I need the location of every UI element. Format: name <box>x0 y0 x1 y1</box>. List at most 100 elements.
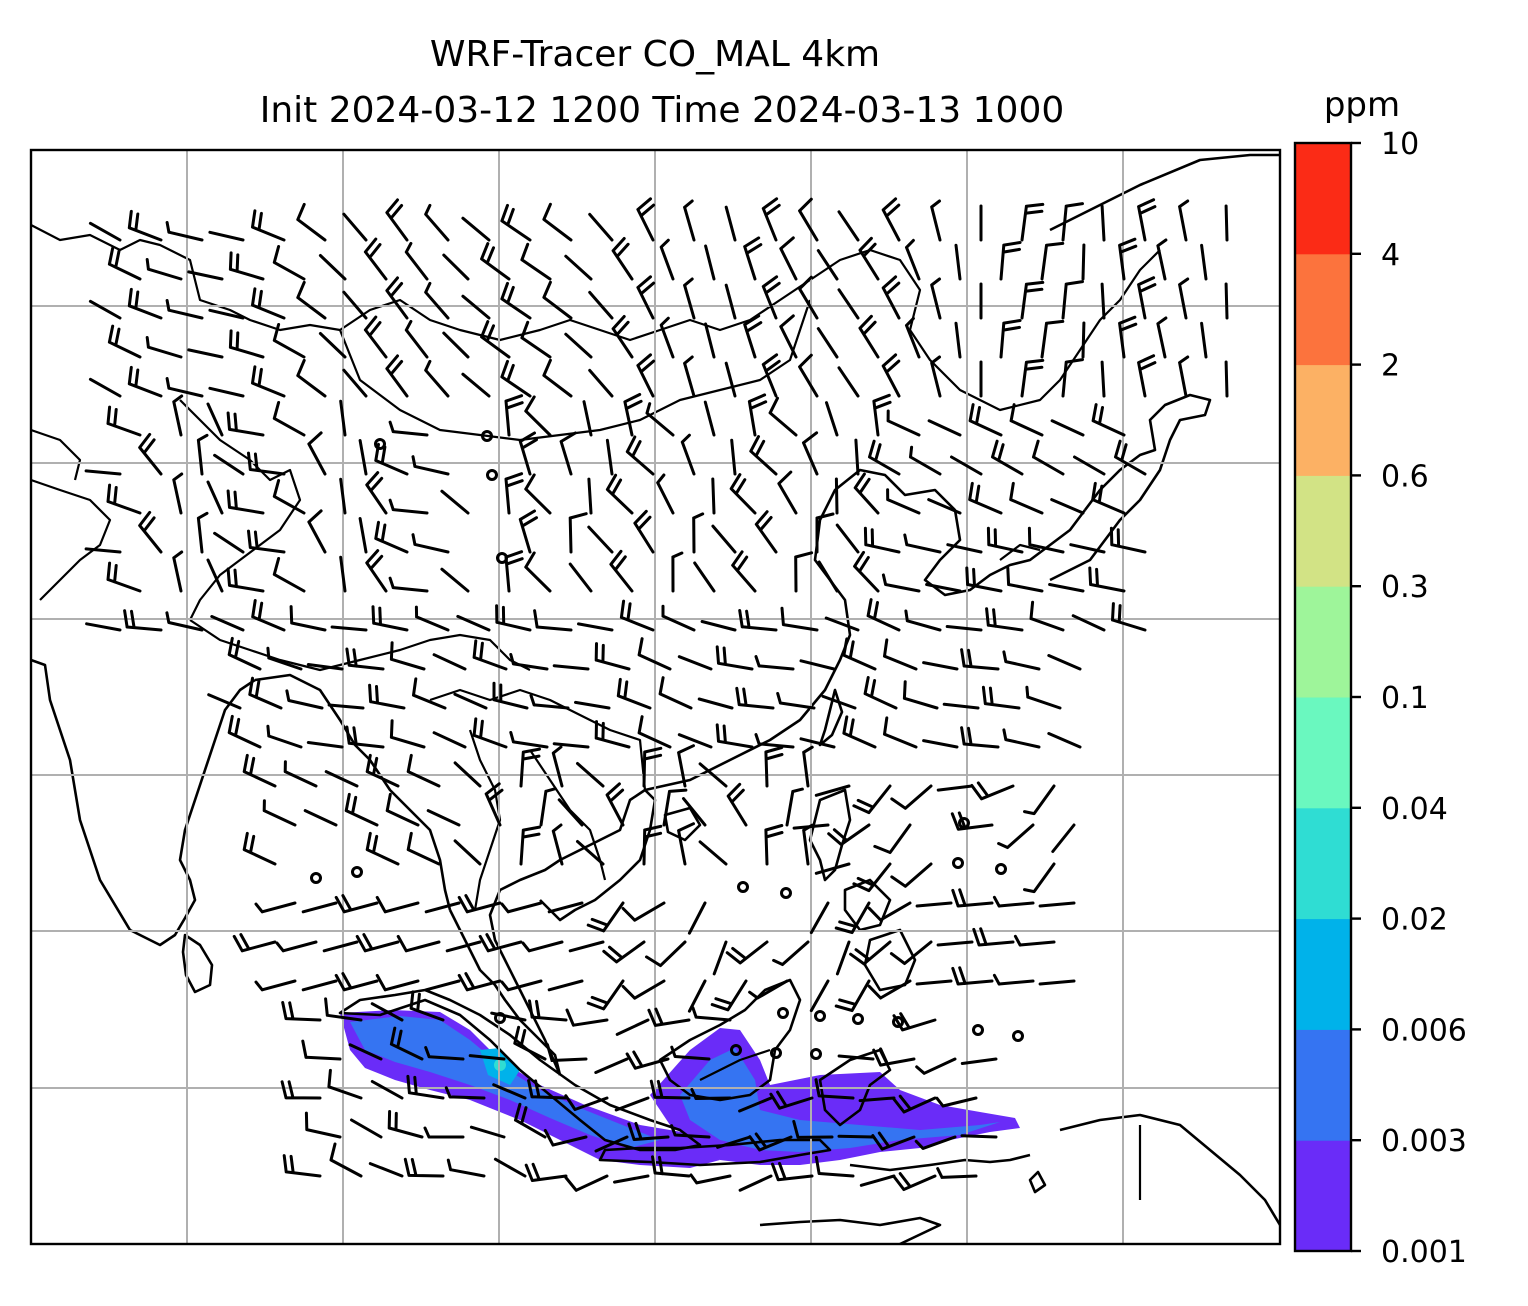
wind-barb <box>187 348 224 359</box>
wind-barb <box>890 862 933 888</box>
wind-barb <box>266 724 303 749</box>
wind-barb <box>726 782 748 827</box>
wind-barb <box>404 241 429 281</box>
wind-barb <box>1040 319 1065 359</box>
wind-barb <box>858 236 880 281</box>
wind-barb <box>207 693 242 710</box>
wind-barb <box>424 203 450 242</box>
wind-barb <box>704 244 716 281</box>
wind-barb <box>749 435 778 476</box>
colorbar-levels <box>1295 143 1351 1252</box>
wind-barb <box>492 681 529 710</box>
wind-barb <box>350 1118 383 1139</box>
wind-barb <box>306 663 344 671</box>
wind-barb <box>1020 280 1045 320</box>
wind-barb <box>824 616 860 632</box>
wind-barb <box>809 901 830 935</box>
wind-barb <box>711 477 716 515</box>
wind-barb <box>768 396 798 437</box>
wind-barb <box>371 605 409 632</box>
wind-barb <box>1023 862 1056 894</box>
wind-barb <box>365 471 388 515</box>
wind-barb <box>533 609 573 632</box>
wind-barb <box>1002 728 1041 749</box>
wind-barb <box>1081 243 1086 281</box>
wind-barb <box>1091 481 1126 515</box>
coast-philippines-luzon <box>808 788 852 882</box>
wind-barb <box>446 1158 486 1178</box>
wind-barb <box>677 655 713 671</box>
wind-barb <box>472 717 508 749</box>
wind-barb <box>226 489 265 515</box>
wind-barb <box>289 605 327 632</box>
wind-barb <box>145 336 183 359</box>
wind-barb <box>1091 403 1126 437</box>
wind-barb <box>306 741 344 749</box>
wind-barb <box>484 782 504 827</box>
wind-barb <box>1071 614 1106 632</box>
wind-barb <box>950 455 983 476</box>
wind-barb <box>636 197 656 242</box>
wind-barb <box>88 377 122 398</box>
wind-barb <box>213 453 245 476</box>
calm-wind-circle <box>730 1044 742 1056</box>
wind-barb <box>370 1002 404 1022</box>
wind-barb <box>960 1057 998 1065</box>
calm-wind-circle <box>310 872 322 884</box>
colorbar-segment <box>1295 697 1351 809</box>
coast-new-guinea <box>1059 1113 1280 1226</box>
wind-barb <box>835 523 860 554</box>
wind-barb <box>375 973 420 992</box>
wind-barb <box>272 245 306 281</box>
wind-barb <box>658 676 693 710</box>
wind-barb <box>594 720 631 749</box>
wind-barb <box>368 683 406 710</box>
wind-barb <box>1061 358 1084 398</box>
wind-barb <box>922 661 959 671</box>
wind-barb <box>272 557 306 593</box>
wind-barb <box>524 551 552 593</box>
wind-barb <box>1047 732 1082 749</box>
wind-barb <box>881 353 901 398</box>
wind-barb <box>461 294 491 320</box>
gridlines <box>31 150 1280 1244</box>
wind-barb <box>927 498 962 515</box>
wind-barb <box>1020 358 1045 398</box>
wind-barb <box>930 277 942 320</box>
coast-australia-north <box>759 1216 942 1244</box>
wind-barb <box>480 242 511 281</box>
wind-barb <box>992 973 1035 986</box>
wind-barb <box>586 979 625 1011</box>
wind-barb <box>327 1068 363 1100</box>
wind-barb <box>457 894 502 914</box>
wind-barb <box>564 254 593 281</box>
wind-barb <box>518 509 538 554</box>
wind-barb <box>930 355 942 398</box>
wind-barb <box>247 529 286 554</box>
wind-barb <box>524 473 552 515</box>
wind-barb <box>863 676 898 710</box>
wind-barb <box>1156 316 1168 359</box>
border-china-central-asia <box>179 399 302 621</box>
coast-hainan <box>663 806 702 842</box>
wind-barb <box>761 275 781 320</box>
wind-barb <box>671 551 684 593</box>
wind-barb <box>730 438 737 476</box>
wind-barb <box>551 823 564 866</box>
wind-barb <box>586 901 625 933</box>
colorbar-tick-label: 0.3 <box>1381 570 1429 605</box>
wind-barb <box>930 199 942 242</box>
wind-barb <box>1081 321 1086 359</box>
wind-barb <box>210 615 245 632</box>
colorbar-tick-label: 0.1 <box>1381 681 1429 716</box>
wind-barb <box>453 692 488 710</box>
calm-wind-circle <box>770 1047 782 1059</box>
wind-barb <box>424 979 461 992</box>
wind-barb <box>693 561 716 593</box>
wind-barb <box>594 1135 629 1153</box>
wind-barb <box>1137 276 1157 320</box>
wind-barb <box>842 715 877 749</box>
wind-barb <box>792 1120 834 1139</box>
wind-barb <box>504 472 524 515</box>
calm-wind-circle <box>777 1007 789 1019</box>
